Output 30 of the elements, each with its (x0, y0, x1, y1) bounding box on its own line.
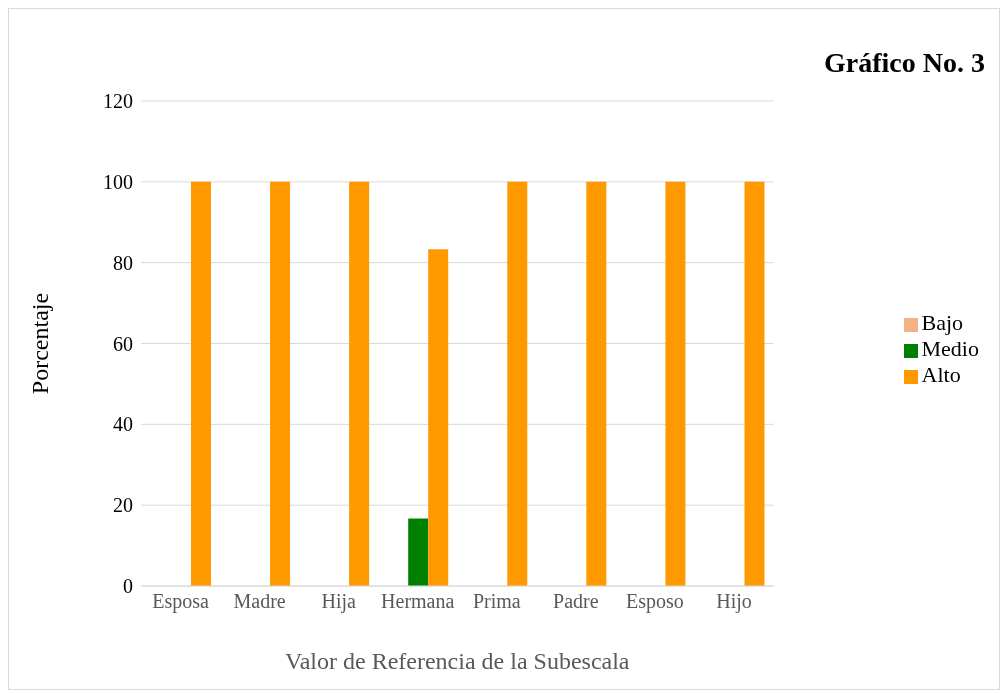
bar (408, 518, 429, 586)
legend-label: Bajo (921, 310, 964, 335)
x-tick-label: Hijo (716, 590, 752, 614)
bar (428, 249, 449, 586)
x-tick-label: Madre (233, 590, 286, 613)
text: Gráfico No. 3 (824, 47, 985, 79)
x-axis-title: Valor de Referencia de la Subescala (285, 648, 630, 674)
x-tick-label: Hermana (381, 590, 455, 613)
bar (507, 181, 528, 586)
x-tick-label: Padre (553, 590, 599, 613)
x-tick-label: Hija (321, 590, 357, 614)
legend-label: Medio (921, 336, 979, 361)
y-tick-label: 100 (103, 170, 133, 193)
y-tick-label: 0 (123, 575, 133, 598)
y-tick-label: 120 (103, 90, 133, 113)
x-tick-label: Esposa (152, 590, 209, 614)
y-tick-label: 20 (113, 494, 133, 517)
x-tick-label: Esposo (626, 590, 684, 614)
bar (665, 181, 686, 586)
bar (270, 181, 291, 586)
bar (191, 181, 211, 586)
y-tick-label: 40 (113, 413, 133, 436)
y-tick-label: 80 (113, 251, 133, 274)
bar (349, 181, 370, 586)
legend-label: Alto (921, 362, 961, 387)
x-tick-label: Prima (472, 590, 521, 613)
y-axis-title: Porcentaje (26, 292, 53, 395)
bar (586, 181, 607, 586)
bar (744, 181, 765, 586)
y-tick-label: 60 (113, 332, 133, 355)
